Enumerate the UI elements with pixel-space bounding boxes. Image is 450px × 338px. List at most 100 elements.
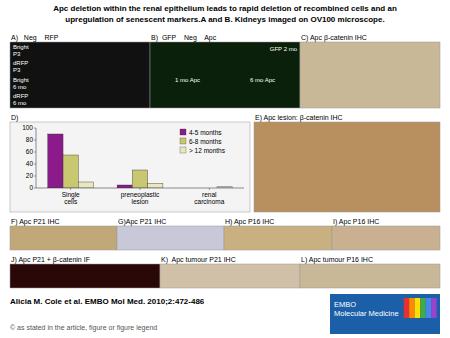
legend-swatch	[180, 147, 186, 153]
text-line: H) Apc P16 IHC	[225, 218, 274, 226]
text-line: Bright	[13, 77, 29, 83]
panel-label: I) Apc P16 IHC	[333, 218, 379, 226]
text-line: 100	[22, 124, 33, 131]
panel-label: H) Apc P16 IHC	[225, 218, 274, 226]
citation: Alicia M. Cole et al. EMBO Mol Med. 2010…	[10, 297, 205, 306]
panel-label: E) Apc lesion: β-catenin IHC	[255, 114, 343, 122]
text-line: E) Apc lesion: β-catenin IHC	[255, 114, 343, 122]
text-line: lesion	[132, 198, 149, 205]
logo-stripe	[431, 298, 437, 318]
bar	[117, 185, 132, 188]
panel-label: K) Apc tumour P21 IHC	[161, 256, 236, 264]
text-line: carcinoma	[194, 198, 224, 205]
logo-stripe	[420, 298, 426, 318]
row-label: BrightP3	[13, 44, 29, 57]
x-tick	[209, 188, 210, 190]
y-tick-label: 20	[26, 172, 34, 179]
panel-label: L) Apc tumour P16 IHC	[301, 256, 373, 264]
bar	[148, 183, 163, 188]
y-tick-label: 60	[26, 148, 34, 155]
row-label: dRFP6 mo	[13, 93, 28, 106]
text-line: © as stated in the article, figure or fi…	[10, 324, 157, 332]
panel-label: J) Apc P21 + β-catenin IF	[11, 256, 90, 264]
y-tick	[34, 176, 36, 177]
panel-c	[300, 42, 440, 108]
y-tick-label: 40	[26, 160, 34, 167]
title: Apc deletion within the renal epithelium…	[53, 4, 397, 13]
figure: Apc deletion within the renal epithelium…	[0, 0, 450, 338]
text-line: 60	[26, 148, 34, 155]
text-line: 0	[29, 184, 33, 191]
panel-l	[300, 264, 440, 288]
text-line: L) Apc tumour P16 IHC	[301, 256, 373, 264]
text-line: 40	[26, 160, 34, 167]
text-line: Alicia M. Cole et al. EMBO Mol Med. 2010…	[10, 297, 205, 306]
text-line: F) Apc P21 IHC	[11, 218, 60, 226]
y-tick	[34, 128, 36, 129]
text-line: GFP 2 mo	[270, 46, 298, 52]
panel-note: GFP 2 mo	[270, 46, 298, 52]
panel-a	[10, 42, 150, 108]
panel-label: A) Neg RFP	[11, 34, 59, 42]
bars	[48, 134, 232, 188]
text-line: C) Apc β-catenin IHC	[301, 34, 367, 42]
y-axis	[36, 128, 37, 188]
copyright: © as stated in the article, figure or fi…	[10, 324, 157, 332]
text-line: D)	[11, 114, 18, 122]
row-label: Bright6 mo	[13, 77, 29, 90]
text-line: J) Apc P21 + β-catenin IF	[11, 256, 90, 264]
text-line: upregulation of senescent markers.A and …	[65, 15, 384, 24]
panel-label: B) GFP Neg Apc	[151, 34, 217, 42]
panel-k	[160, 264, 300, 288]
panel-i	[332, 226, 440, 250]
bar	[132, 170, 147, 188]
bar	[63, 155, 78, 188]
text-line: P3	[13, 67, 21, 73]
logo-stripe	[426, 298, 432, 318]
x-tick-label: renalcarcinoma	[194, 191, 224, 205]
text-line: 6-8 months	[189, 138, 222, 145]
logo-stripe	[404, 298, 410, 318]
subtitle: upregulation of senescent markers.A and …	[65, 15, 384, 24]
text-line: 80	[26, 136, 34, 143]
panel-h	[224, 226, 332, 250]
panel-d	[10, 122, 250, 212]
text-line: Apc deletion within the renal epithelium…	[53, 4, 397, 13]
text-line: dRFP	[13, 60, 28, 66]
panel-j	[10, 264, 160, 288]
panel-note: 1 mo Apc	[175, 77, 200, 83]
text-line: G)Apc P21 IHC	[118, 218, 166, 226]
y-tick	[34, 164, 36, 165]
panel-b	[150, 42, 300, 108]
y-tick	[34, 152, 36, 153]
x-tick-label: Singlecells	[62, 191, 80, 205]
text-line: 20	[26, 172, 34, 179]
text-line: Molecular Medicine	[334, 309, 399, 318]
legend-label: 4-5 months	[189, 129, 222, 136]
text-line: > 12 months	[189, 147, 226, 154]
text-line: 6 mo	[13, 100, 27, 106]
x-tick	[70, 188, 71, 190]
y-tick	[34, 188, 36, 189]
panel-label: G)Apc P21 IHC	[118, 218, 166, 226]
panel-note: 6 mo Apc	[250, 77, 275, 83]
text-line: cells	[64, 198, 78, 205]
text-line: K) Apc tumour P21 IHC	[161, 256, 236, 264]
panel-f	[10, 226, 117, 250]
text-line: renal	[202, 191, 217, 198]
panel-label: C) Apc β-catenin IHC	[301, 34, 367, 42]
panel-e	[254, 122, 440, 212]
text-line: dRFP	[13, 93, 28, 99]
text-line: Bright	[13, 44, 29, 50]
text-line: 1 mo Apc	[175, 77, 200, 83]
legend-swatch	[180, 138, 186, 144]
text-line: P3	[13, 51, 21, 57]
y-tick	[34, 140, 36, 141]
legend-swatch	[180, 129, 186, 135]
x-tick-label: preneoplasticlesion	[121, 191, 160, 205]
row-label: dRFPP3	[13, 60, 28, 73]
text-line: B) GFP Neg Apc	[151, 34, 217, 42]
text-line: 4-5 months	[189, 129, 222, 136]
legend-label: 6-8 months	[189, 138, 222, 145]
panel-label: D)	[11, 114, 18, 122]
